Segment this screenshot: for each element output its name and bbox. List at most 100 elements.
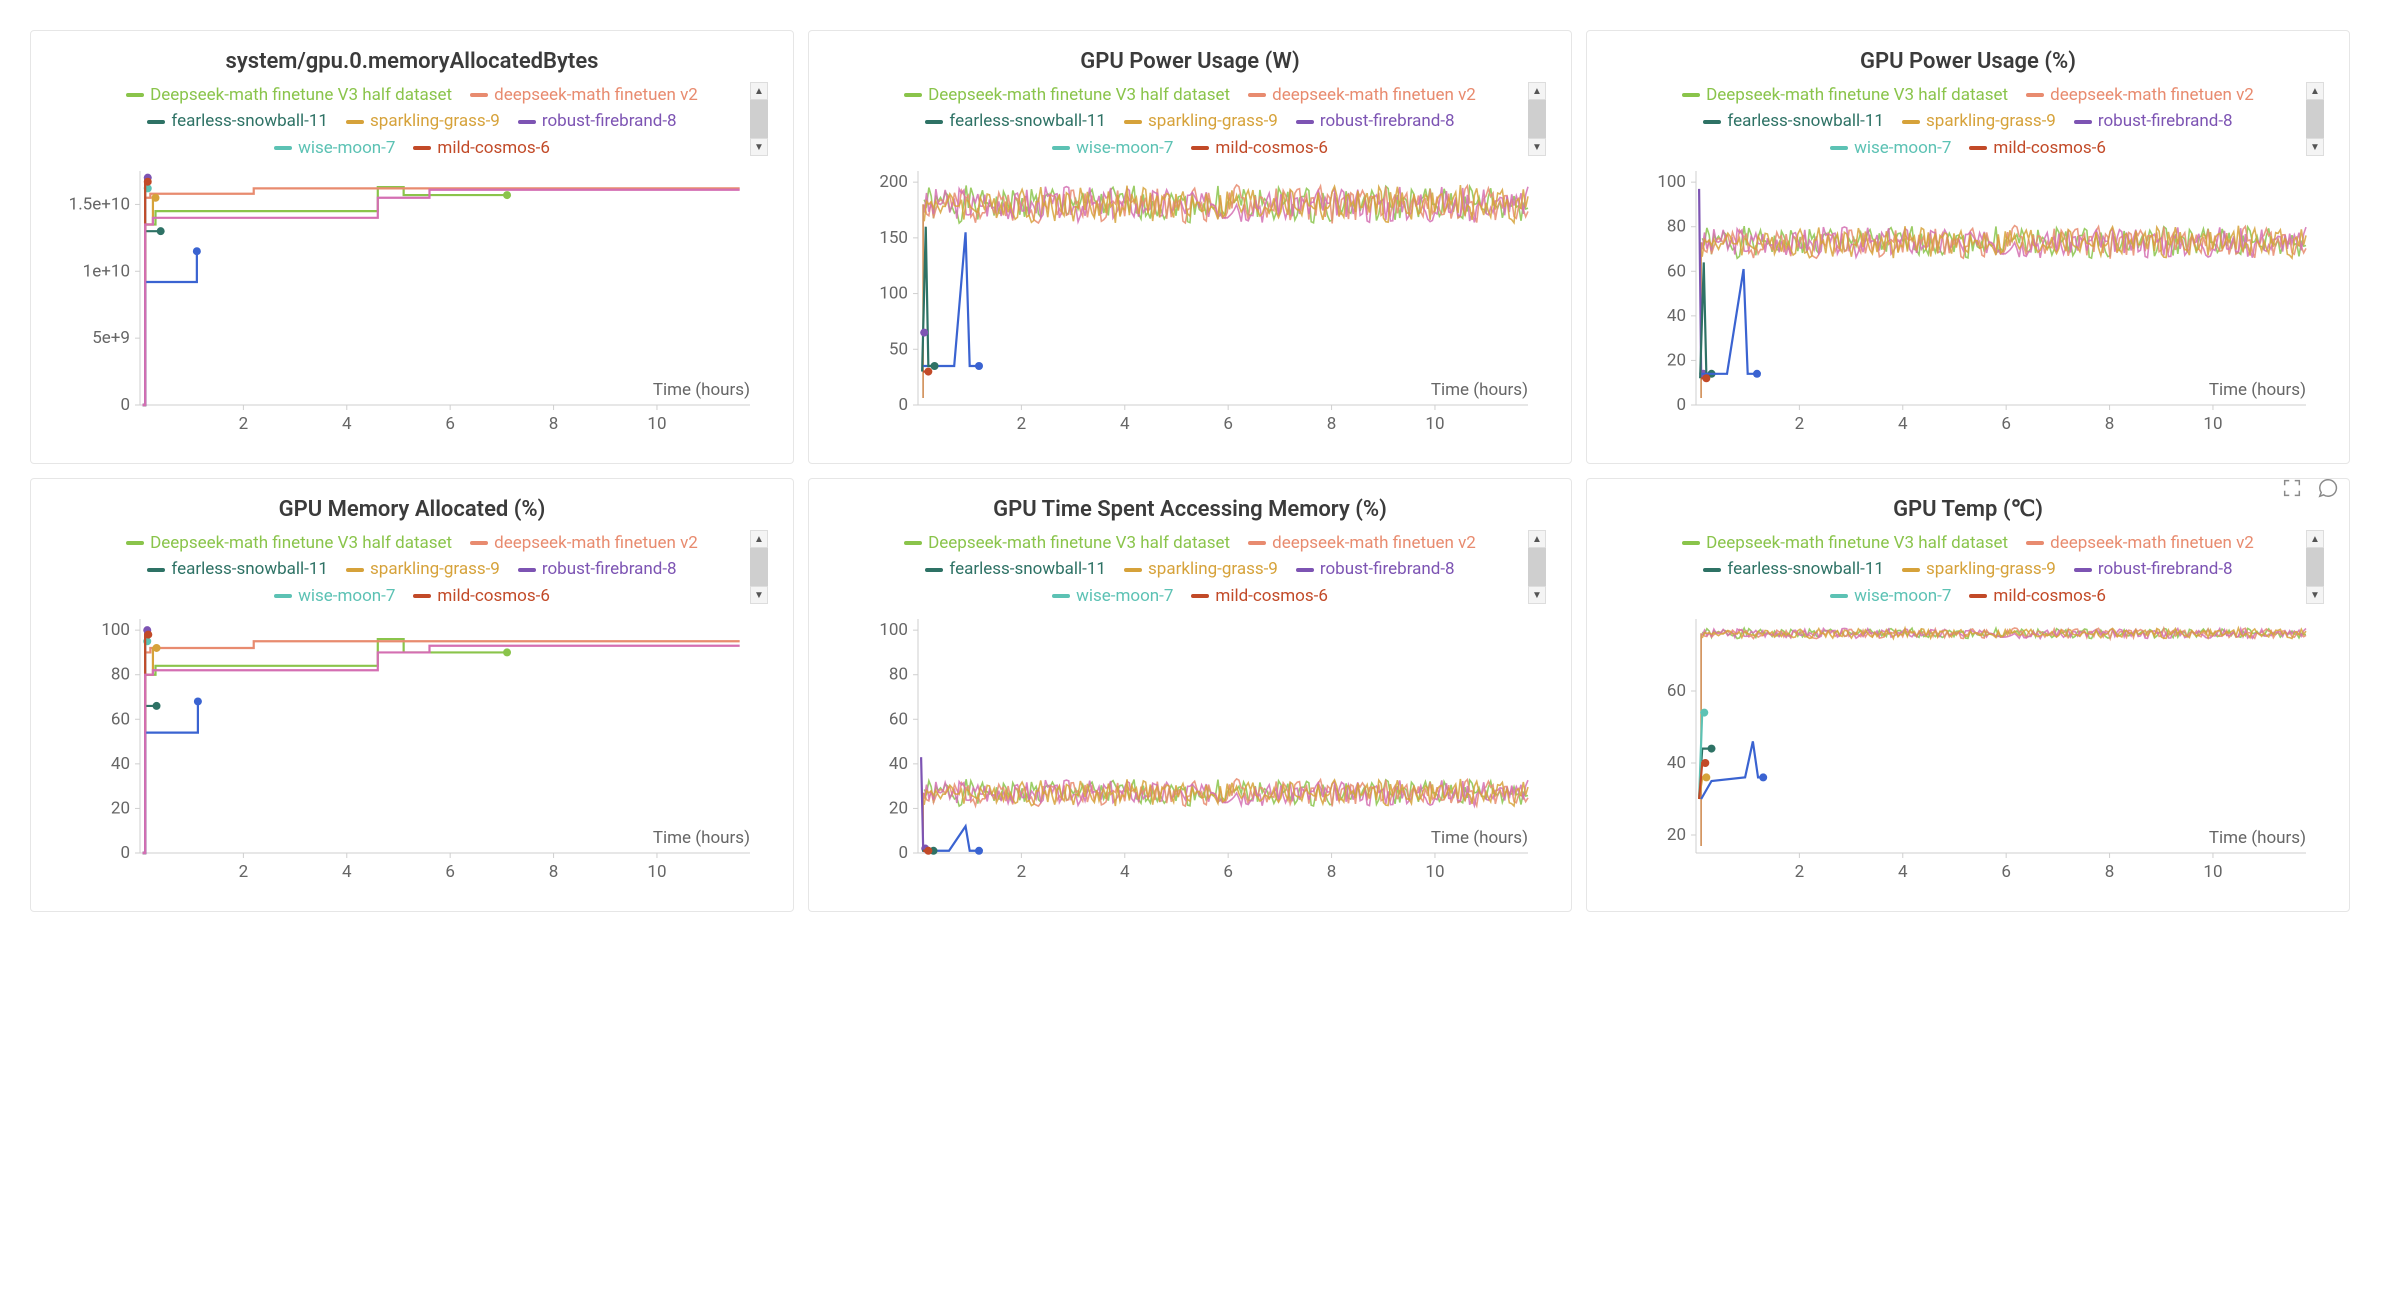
legend-item[interactable]: fearless-snowball-11 — [925, 108, 1106, 134]
svg-text:2: 2 — [1795, 414, 1805, 434]
chart-plot[interactable]: 020406080100246810Time (hours) — [1605, 165, 2331, 445]
legend-item[interactable]: mild-cosmos-6 — [413, 135, 549, 161]
legend-swatch — [1703, 568, 1721, 572]
legend-item[interactable]: mild-cosmos-6 — [1969, 135, 2105, 161]
legend-item[interactable]: robust-firebrand-8 — [2074, 556, 2233, 582]
legend-label: wise-moon-7 — [1076, 583, 1173, 609]
legend-item[interactable]: wise-moon-7 — [1830, 583, 1951, 609]
legend-scroll-up[interactable]: ▲ — [1528, 82, 1546, 100]
legend-item[interactable]: deepseek-math finetuen v2 — [470, 82, 698, 108]
legend-label: mild-cosmos-6 — [1993, 583, 2105, 609]
svg-text:200: 200 — [879, 172, 908, 192]
legend-scrollbar[interactable]: ▲▼ — [2305, 530, 2325, 604]
legend-item[interactable]: deepseek-math finetuen v2 — [470, 530, 698, 556]
legend-item[interactable]: deepseek-math finetuen v2 — [2026, 530, 2254, 556]
legend-item[interactable]: fearless-snowball-11 — [1703, 108, 1884, 134]
svg-text:0: 0 — [898, 395, 908, 415]
legend-scroll-track[interactable] — [2306, 100, 2324, 138]
legend-scroll-down[interactable]: ▼ — [1528, 138, 1546, 156]
chart-panel: GPU Power Usage (%)Deepseek-math finetun… — [1586, 30, 2350, 464]
legend-item[interactable]: mild-cosmos-6 — [413, 583, 549, 609]
legend-item[interactable]: mild-cosmos-6 — [1191, 135, 1327, 161]
legend-scroll-track[interactable] — [750, 100, 768, 138]
legend-scroll-track[interactable] — [750, 548, 768, 586]
panel-title: system/gpu.0.memoryAllocatedBytes — [49, 43, 775, 82]
legend-scroll-track[interactable] — [1528, 548, 1546, 586]
chart-panel: GPU Temp (℃)Deepseek-math finetune V3 ha… — [1586, 478, 2350, 912]
legend-item[interactable]: Deepseek-math finetune V3 half dataset — [1682, 530, 2008, 556]
legend-scroll-down[interactable]: ▼ — [2306, 586, 2324, 604]
legend-scrollbar[interactable]: ▲▼ — [749, 82, 769, 156]
legend-scroll-down[interactable]: ▼ — [1528, 586, 1546, 604]
legend-item[interactable]: wise-moon-7 — [1830, 135, 1951, 161]
legend-item[interactable]: mild-cosmos-6 — [1969, 583, 2105, 609]
legend-swatch — [1682, 541, 1700, 545]
legend-item[interactable]: deepseek-math finetuen v2 — [1248, 530, 1476, 556]
svg-text:6: 6 — [1223, 862, 1233, 882]
legend-label: wise-moon-7 — [1854, 135, 1951, 161]
legend-item[interactable]: sparkling-grass-9 — [1124, 108, 1278, 134]
svg-text:8: 8 — [2105, 414, 2115, 434]
chart-plot[interactable]: 050100150200246810Time (hours) — [827, 165, 1553, 445]
legend-item[interactable]: robust-firebrand-8 — [518, 108, 677, 134]
legend-label: mild-cosmos-6 — [1993, 135, 2105, 161]
legend-item[interactable]: robust-firebrand-8 — [1296, 556, 1455, 582]
legend-swatch — [413, 146, 431, 150]
legend-scrollbar[interactable]: ▲▼ — [1527, 530, 1547, 604]
legend-swatch — [1902, 120, 1920, 124]
legend-label: fearless-snowball-11 — [949, 556, 1106, 582]
legend-item[interactable]: Deepseek-math finetune V3 half dataset — [126, 530, 452, 556]
legend-item[interactable]: robust-firebrand-8 — [2074, 108, 2233, 134]
legend-item[interactable]: wise-moon-7 — [1052, 135, 1173, 161]
legend-scroll-up[interactable]: ▲ — [750, 530, 768, 548]
legend-item[interactable]: wise-moon-7 — [274, 583, 395, 609]
legend-item[interactable]: sparkling-grass-9 — [346, 556, 500, 582]
legend-scroll-track[interactable] — [1528, 100, 1546, 138]
legend-swatch — [1682, 93, 1700, 97]
legend-scroll-down[interactable]: ▼ — [750, 138, 768, 156]
legend-scrollbar[interactable]: ▲▼ — [2305, 82, 2325, 156]
chart-plot[interactable]: 204060246810Time (hours) — [1605, 613, 2331, 893]
legend-item[interactable]: mild-cosmos-6 — [1191, 583, 1327, 609]
legend-swatch — [1191, 594, 1209, 598]
comment-icon[interactable] — [2317, 477, 2339, 499]
legend-item[interactable]: deepseek-math finetuen v2 — [1248, 82, 1476, 108]
legend-item[interactable]: Deepseek-math finetune V3 half dataset — [904, 82, 1230, 108]
svg-text:2: 2 — [1017, 862, 1027, 882]
legend-item[interactable]: fearless-snowball-11 — [1703, 556, 1884, 582]
legend-scroll-down[interactable]: ▼ — [2306, 138, 2324, 156]
legend-label: fearless-snowball-11 — [1727, 108, 1884, 134]
fullscreen-icon[interactable] — [2281, 477, 2303, 499]
legend-scroll-up[interactable]: ▲ — [1528, 530, 1546, 548]
chart-plot[interactable]: 05e+91e+101.5e+10246810Time (hours) — [49, 165, 775, 445]
legend-item[interactable]: deepseek-math finetuen v2 — [2026, 82, 2254, 108]
legend-item[interactable]: robust-firebrand-8 — [518, 556, 677, 582]
panel-title: GPU Power Usage (%) — [1605, 43, 2331, 82]
legend-item[interactable]: fearless-snowball-11 — [925, 556, 1106, 582]
chart-plot[interactable]: 020406080100246810Time (hours) — [49, 613, 775, 893]
legend-item[interactable]: robust-firebrand-8 — [1296, 108, 1455, 134]
legend-item[interactable]: sparkling-grass-9 — [1902, 108, 2056, 134]
legend-item[interactable]: Deepseek-math finetune V3 half dataset — [126, 82, 452, 108]
legend-item[interactable]: sparkling-grass-9 — [1902, 556, 2056, 582]
legend-item[interactable]: fearless-snowball-11 — [147, 556, 328, 582]
legend-item[interactable]: sparkling-grass-9 — [346, 108, 500, 134]
legend-scrollbar[interactable]: ▲▼ — [749, 530, 769, 604]
svg-text:6: 6 — [445, 862, 455, 882]
panel-title: GPU Time Spent Accessing Memory (%) — [827, 491, 1553, 530]
legend-scroll-up[interactable]: ▲ — [750, 82, 768, 100]
legend-label: wise-moon-7 — [1076, 135, 1173, 161]
legend-scroll-up[interactable]: ▲ — [2306, 82, 2324, 100]
legend-scroll-down[interactable]: ▼ — [750, 586, 768, 604]
legend-item[interactable]: Deepseek-math finetune V3 half dataset — [904, 530, 1230, 556]
legend-item[interactable]: wise-moon-7 — [274, 135, 395, 161]
legend-scrollbar[interactable]: ▲▼ — [1527, 82, 1547, 156]
legend-item[interactable]: Deepseek-math finetune V3 half dataset — [1682, 82, 2008, 108]
legend-item[interactable]: wise-moon-7 — [1052, 583, 1173, 609]
legend-item[interactable]: fearless-snowball-11 — [147, 108, 328, 134]
legend-scroll-track[interactable] — [2306, 548, 2324, 586]
legend-item[interactable]: sparkling-grass-9 — [1124, 556, 1278, 582]
chart-plot[interactable]: 020406080100246810Time (hours) — [827, 613, 1553, 893]
legend-scroll-up[interactable]: ▲ — [2306, 530, 2324, 548]
legend-swatch — [1052, 594, 1070, 598]
